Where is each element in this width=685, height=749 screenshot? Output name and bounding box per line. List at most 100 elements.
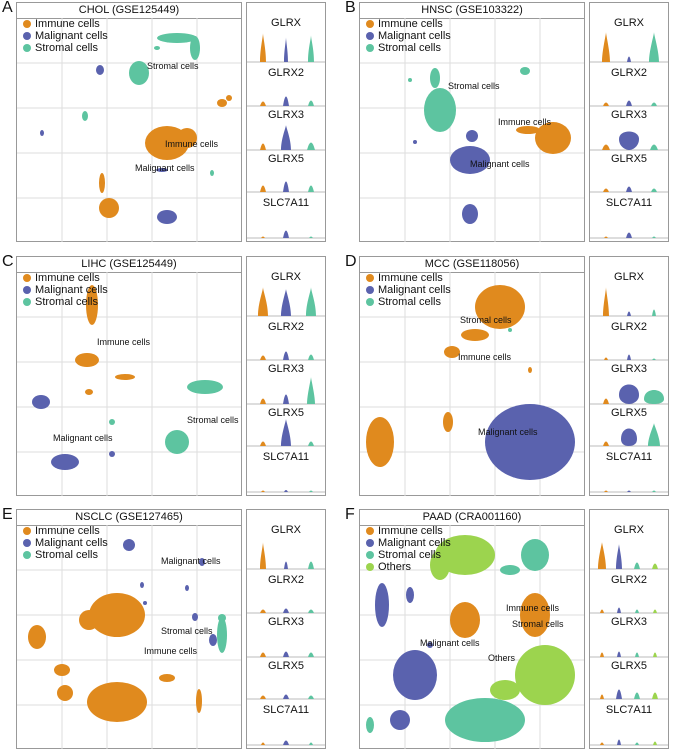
cluster-immune [516,122,571,154]
malignant-dot [23,539,31,547]
cluster-label: Stromal cells [187,415,239,425]
cluster-stromal [366,539,549,742]
legend-immune: Immune cells [378,18,443,30]
cluster-label: Stromal cells [161,626,213,636]
cluster-label: Malignant cells [470,159,530,169]
panel-letter: E [2,506,13,523]
immune-dot [366,274,374,282]
cluster-label: Malignant cells [478,427,538,437]
violin-glrx5 [590,186,668,193]
legend-others: Others [378,561,412,573]
legend: Immune cells Malignant cells Stromal cel… [23,525,108,561]
gene-label: GLRX5 [267,407,305,419]
violin-glrx [247,542,325,570]
violin-slc7a11 [590,739,668,746]
legend-malignant: Malignant cells [35,30,108,42]
violin-glrx [247,287,325,317]
cluster-label: Malignant cells [53,433,113,443]
panel-d: D MCC (GSE118056) Immune cells Malignant… [345,253,677,496]
umap-scatter [360,18,584,242]
cluster-label: Stromal cells [448,81,500,91]
violin-glrx5 [247,419,325,447]
panel-a: A CHOL (GSE125449) Immune [2,0,334,242]
violin-column: GLRX GLRX2 GLRX3 GLRX5 SLC7A11 [589,509,669,749]
umap-title: MCC (GSE118056) [360,257,584,273]
violin-glrx5 [590,423,668,447]
violin-slc7a11 [247,230,325,239]
cluster-label: Immune cells [506,603,560,613]
malignant-dot [366,32,374,40]
panel-letter: A [2,0,13,16]
malignant-dot [23,286,31,294]
gene-label: GLRX5 [610,660,648,672]
umap-plot: MCC (GSE118056) Immune cells Malignant c… [359,256,585,496]
violin-glrx3 [590,651,668,658]
violin-glrx5 [247,694,325,700]
umap-scatter [17,525,241,749]
violin-slc7a11 [590,490,668,493]
violin-glrx3 [590,384,668,405]
immune-dot [366,527,374,535]
panel-e: E NSCLC (GSE127465) Immune cells [2,506,334,749]
cluster-malignant [123,539,217,646]
cluster-immune [28,593,202,722]
legend-malignant: Malignant cells [35,537,108,549]
legend: Immune cells Malignant cells Stromal cel… [23,18,108,54]
cluster-label: Others [488,653,516,663]
cluster-label: Immune cells [498,117,552,127]
umap-scatter [360,272,584,496]
gene-label: GLRX3 [267,109,305,121]
gene-label: GLRX2 [267,574,305,586]
gene-label: GLRX2 [610,67,648,79]
legend-malignant: Malignant cells [378,30,451,42]
legend: Immune cells Malignant cells Stromal cel… [366,18,451,54]
gene-label: GLRX3 [610,616,648,628]
cluster-malignant [485,404,575,480]
cluster-others [430,535,575,705]
gene-label: GLRX5 [267,153,305,165]
gene-label: SLC7A11 [262,197,310,209]
cluster-label: Stromal cells [460,315,512,325]
violin-slc7a11 [247,490,325,493]
panel-b: B HNSC (GSE103322) Immune cells Malignan… [345,0,677,242]
others-dot [366,563,374,571]
legend-stromal: Stromal cells [35,296,98,308]
panel-letter: F [345,506,355,523]
cluster-label: Malignant cells [161,556,221,566]
umap-plot: LIHC (GSE125449) Immune cells Malignant … [16,256,242,496]
gene-label: GLRX [614,271,644,283]
umap-title: HNSC (GSE103322) [360,3,584,19]
violin-slc7a11 [590,232,668,239]
cluster-malignant [375,583,437,730]
legend: Immune cells Malignant cells Stromal cel… [366,272,451,308]
panel-f: F PAAD (CRA001160) Im [345,506,677,749]
gene-label: SLC7A11 [262,704,310,716]
gene-label: GLRX [614,17,644,29]
cluster-stromal [217,614,227,653]
umap-plot: PAAD (CRA001160) Immune cell [359,509,585,749]
gene-label: GLRX5 [267,660,305,672]
umap-plot: CHOL (GSE125449) Immune cells [16,2,242,242]
gene-label: GLRX3 [610,109,648,121]
cluster-immune [99,95,232,218]
cluster-label: Stromal cells [147,61,199,71]
panel-letter: D [345,253,357,270]
cluster-malignant [413,130,490,224]
malignant-dot [23,32,31,40]
gene-label: SLC7A11 [262,451,310,463]
legend-stromal: Stromal cells [35,42,98,54]
stromal-dot [23,551,31,559]
violin-glrx2 [590,607,668,614]
violin-glrx5 [247,181,325,193]
gene-label: GLRX5 [610,407,648,419]
legend-immune: Immune cells [35,18,100,30]
cluster-label: Stromal cells [512,619,564,629]
gene-label: SLC7A11 [605,197,653,209]
legend-stromal: Stromal cells [378,42,441,54]
legend-immune: Immune cells [35,272,100,284]
cluster-immune [450,593,550,638]
gene-label: GLRX5 [610,153,648,165]
stromal-dot [366,298,374,306]
malignant-dot [366,539,374,547]
cluster-immune [75,285,135,395]
